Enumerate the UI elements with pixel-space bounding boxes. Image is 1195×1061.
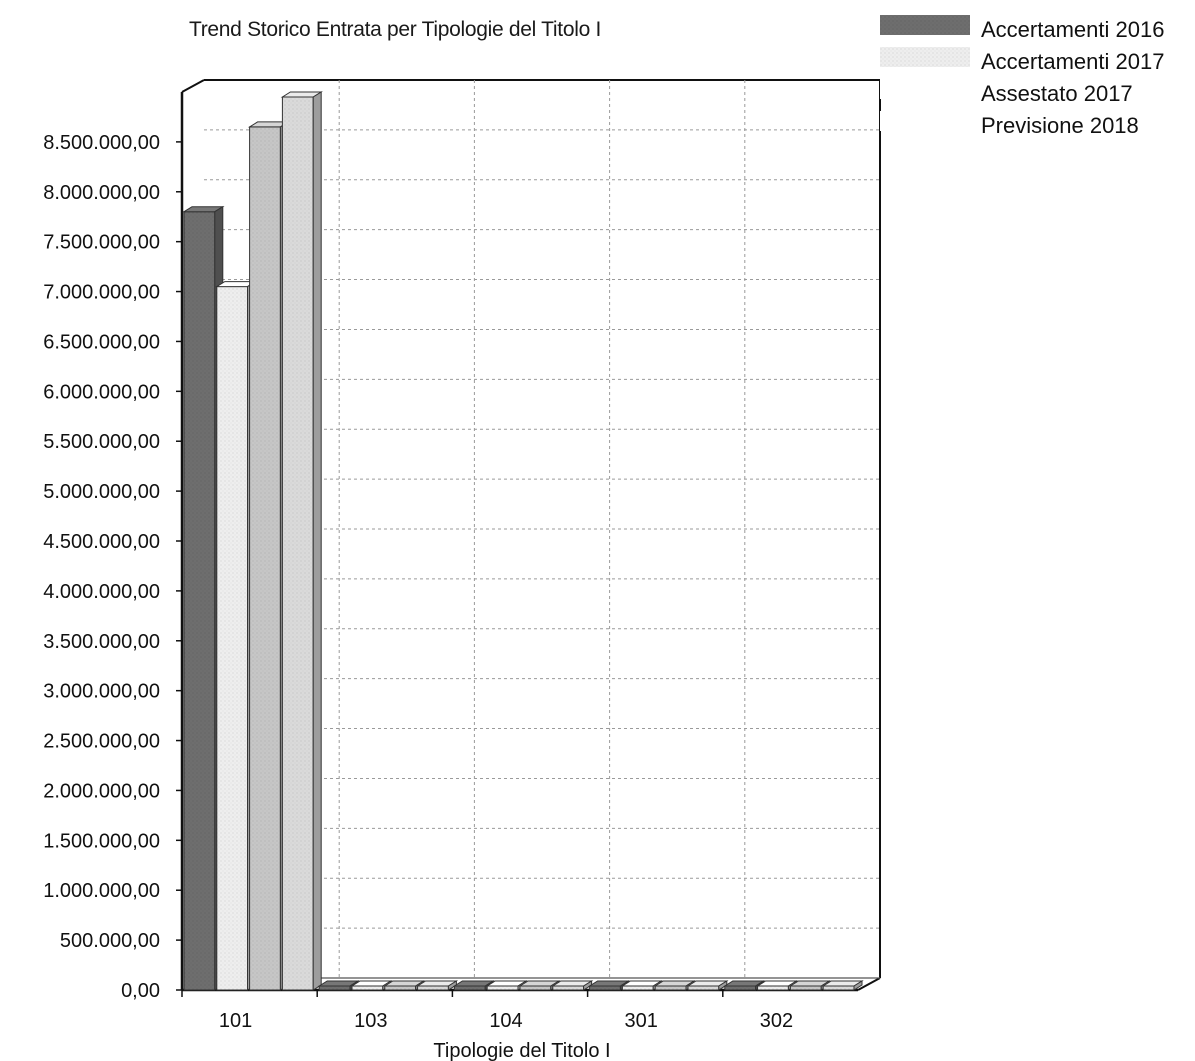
legend-entry: Accertamenti 2017 [981, 49, 1164, 74]
y-tick-label: 2.500.000,00 [43, 731, 160, 753]
x-tick-label: 302 [760, 1010, 793, 1032]
frame-edge-bottom-right [857, 977, 881, 991]
legend-entry: Previsione 2018 [981, 113, 1139, 138]
y-tick-label: 6.500.000,00 [43, 331, 160, 353]
bar-101-series-4 [280, 91, 323, 991]
frame-edge-top-left [181, 79, 205, 93]
bar-301-series-4 [686, 980, 729, 991]
y-tick-label: 7.500.000,00 [43, 232, 160, 254]
x-tick-label: 104 [489, 1010, 522, 1032]
y-tick-label: 4.500.000,00 [43, 531, 160, 553]
y-axis-ticks: 0,00 500.000,00 1.000.000,00 1.500.000,00 2.… [43, 132, 182, 1002]
x-tick-label: 301 [625, 1010, 658, 1032]
bar-103-series-4 [415, 980, 459, 991]
y-tick-label: 1.500.000,00 [43, 830, 160, 852]
y-tick-label: 8.500.000,00 [43, 132, 160, 154]
x-axis-ticks: 101 103 104 301 302 [181, 990, 793, 1032]
y-tick-label: 500.000,00 [60, 930, 160, 952]
bars [182, 91, 864, 991]
y-tick-label: 8.000.000,00 [43, 182, 160, 204]
x-tick-label: 101 [219, 1010, 252, 1032]
chart-title: Trend Storico Entrata per Tipologie del … [189, 18, 601, 41]
y-tick-label: 6.000.000,00 [43, 381, 160, 403]
legend: Accertamenti 2016 Accertamenti 2017 Assest… [880, 15, 1164, 138]
bar-302-series-1 [723, 980, 766, 991]
legend-swatch [880, 79, 970, 99]
x-tick-label: 103 [354, 1010, 387, 1032]
y-tick-label: 5.000.000,00 [43, 481, 160, 503]
bar-302-series-4 [821, 980, 864, 991]
legend-swatch-texture [880, 15, 970, 35]
legend-entry: Accertamenti 2016 [981, 17, 1164, 42]
legend-entry: Assestato 2017 [981, 81, 1133, 106]
bar-104-series-3 [518, 980, 561, 991]
y-tick-label: 0,00 [121, 980, 160, 1002]
bar-104-series-1 [452, 980, 495, 991]
y-tick-label: 1.000.000,00 [43, 880, 160, 902]
legend-swatch [880, 111, 970, 131]
bar-104-series-4 [551, 980, 594, 991]
y-tick-label: 4.000.000,00 [43, 581, 160, 603]
y-tick-label: 7.000.000,00 [43, 282, 160, 304]
y-tick-label: 3.000.000,00 [43, 681, 160, 703]
legend-swatch-texture [880, 47, 970, 67]
y-tick-label: 2.000.000,00 [43, 780, 160, 802]
plot-background [182, 80, 880, 990]
y-tick-label: 5.500.000,00 [43, 431, 160, 453]
x-axis-label: Tipologie del Titolo I [433, 1040, 610, 1061]
y-tick-label: 3.500.000,00 [43, 631, 160, 653]
